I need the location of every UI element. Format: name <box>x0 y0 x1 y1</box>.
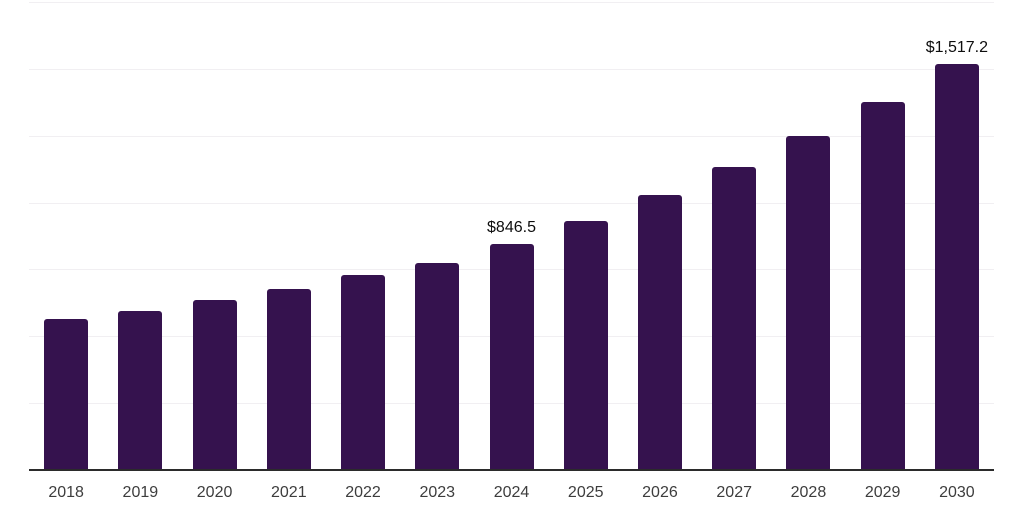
bar-2029[interactable] <box>860 101 905 470</box>
x-axis-line <box>29 469 994 471</box>
bar-2025[interactable] <box>563 220 608 470</box>
x-tick-label-2020: 2020 <box>196 484 233 501</box>
x-tick-label-2025: 2025 <box>567 484 604 501</box>
bar-2023[interactable] <box>415 263 460 470</box>
x-tick-label-2028: 2028 <box>790 484 827 501</box>
x-tick-label-2021: 2021 <box>271 484 307 501</box>
gridline <box>29 2 994 3</box>
bar-2026[interactable] <box>637 195 682 470</box>
bar-2022[interactable] <box>341 275 386 470</box>
x-tick-label-2024: 2024 <box>493 484 530 501</box>
data-label-2024: $846.5 <box>487 218 536 236</box>
bar-2019[interactable] <box>118 310 163 470</box>
x-tick-label-2026: 2026 <box>642 484 678 501</box>
bar-2030[interactable] <box>934 64 979 470</box>
x-tick-label-2030: 2030 <box>939 484 975 501</box>
x-tick-label-2019: 2019 <box>122 484 159 501</box>
x-tick-label-2023: 2023 <box>419 484 456 501</box>
gridline <box>29 202 994 204</box>
gridline <box>29 68 994 70</box>
bar-2028[interactable] <box>786 135 831 470</box>
x-tick-label-2022: 2022 <box>345 484 381 501</box>
bar-2020[interactable] <box>192 300 237 470</box>
x-tick-label-2027: 2027 <box>716 484 752 501</box>
gridline <box>29 135 994 137</box>
bar-2024[interactable] <box>489 243 534 470</box>
bar-2021[interactable] <box>266 288 311 470</box>
x-tick-label-2029: 2029 <box>864 484 901 501</box>
x-tick-label-2018: 2018 <box>48 484 84 501</box>
bar-2018[interactable] <box>44 319 89 470</box>
data-label-2030: $1,517.2 <box>925 39 989 57</box>
bar-2027[interactable] <box>712 167 757 470</box>
